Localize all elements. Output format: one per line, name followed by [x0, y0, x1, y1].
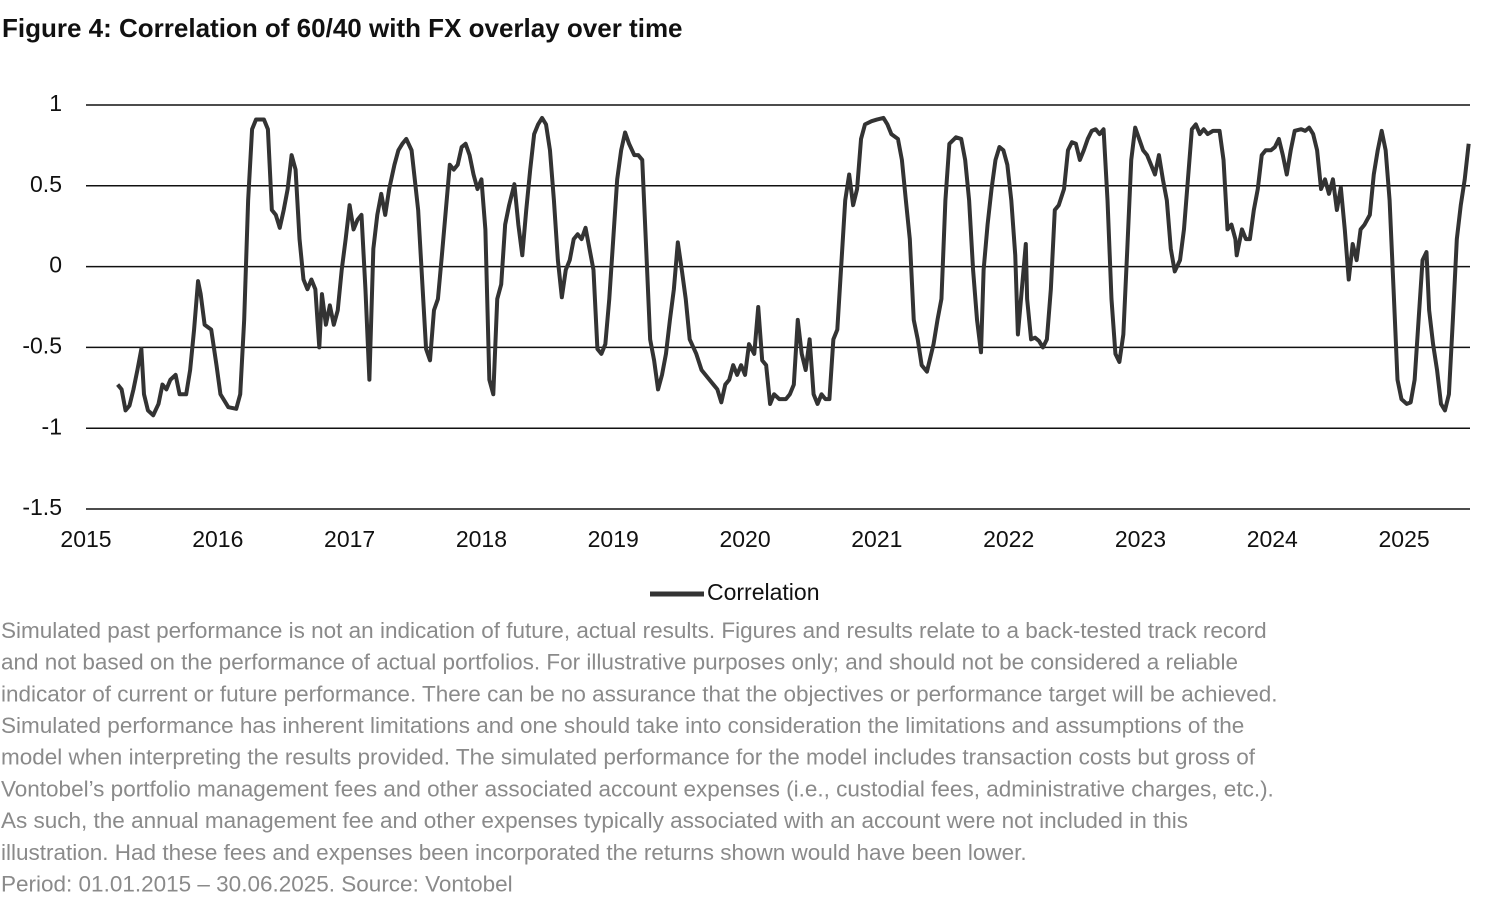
x-tick-label: 2019 — [588, 526, 639, 552]
footnote-line: Vontobel’s portfolio management fees and… — [1, 776, 1274, 801]
x-tick-label: 2020 — [719, 526, 770, 552]
footnote-line: Simulated past performance is not an ind… — [1, 618, 1267, 643]
y-tick-label: 0.5 — [30, 171, 62, 197]
y-tick-label: 1 — [49, 90, 62, 116]
chart-title: Figure 4: Correlation of 60/40 with FX o… — [2, 13, 683, 43]
footnote-line: Period: 01.01.2015 – 30.06.2025. Source:… — [1, 872, 513, 897]
x-tick-label: 2023 — [1115, 526, 1166, 552]
y-tick-label: -1.5 — [22, 494, 62, 520]
x-tick-label: 2018 — [456, 526, 507, 552]
x-tick-label: 2022 — [983, 526, 1034, 552]
y-tick-label: -0.5 — [22, 332, 62, 358]
x-tick-label: 2016 — [192, 526, 243, 552]
footnote-line: Simulated performance has inherent limit… — [1, 713, 1244, 738]
footnote-line: model when interpreting the results prov… — [1, 745, 1256, 770]
x-tick-label: 2017 — [324, 526, 375, 552]
x-tick-label: 2021 — [851, 526, 902, 552]
x-tick-label: 2015 — [60, 526, 111, 552]
footnote-line: illustration. Had these fees and expense… — [1, 840, 1027, 865]
y-tick-label: -1 — [42, 413, 62, 439]
x-tick-label: 2024 — [1247, 526, 1298, 552]
footnote-line: and not based on the performance of actu… — [1, 650, 1238, 675]
y-tick-label: 0 — [49, 252, 62, 278]
series-line — [116, 115, 1471, 418]
x-tick-label: 2025 — [1379, 526, 1430, 552]
footnote-line: As such, the annual management fee and o… — [1, 808, 1188, 833]
legend-label: Correlation — [707, 579, 820, 605]
footnote-line: indicator of current or future performan… — [1, 681, 1278, 706]
